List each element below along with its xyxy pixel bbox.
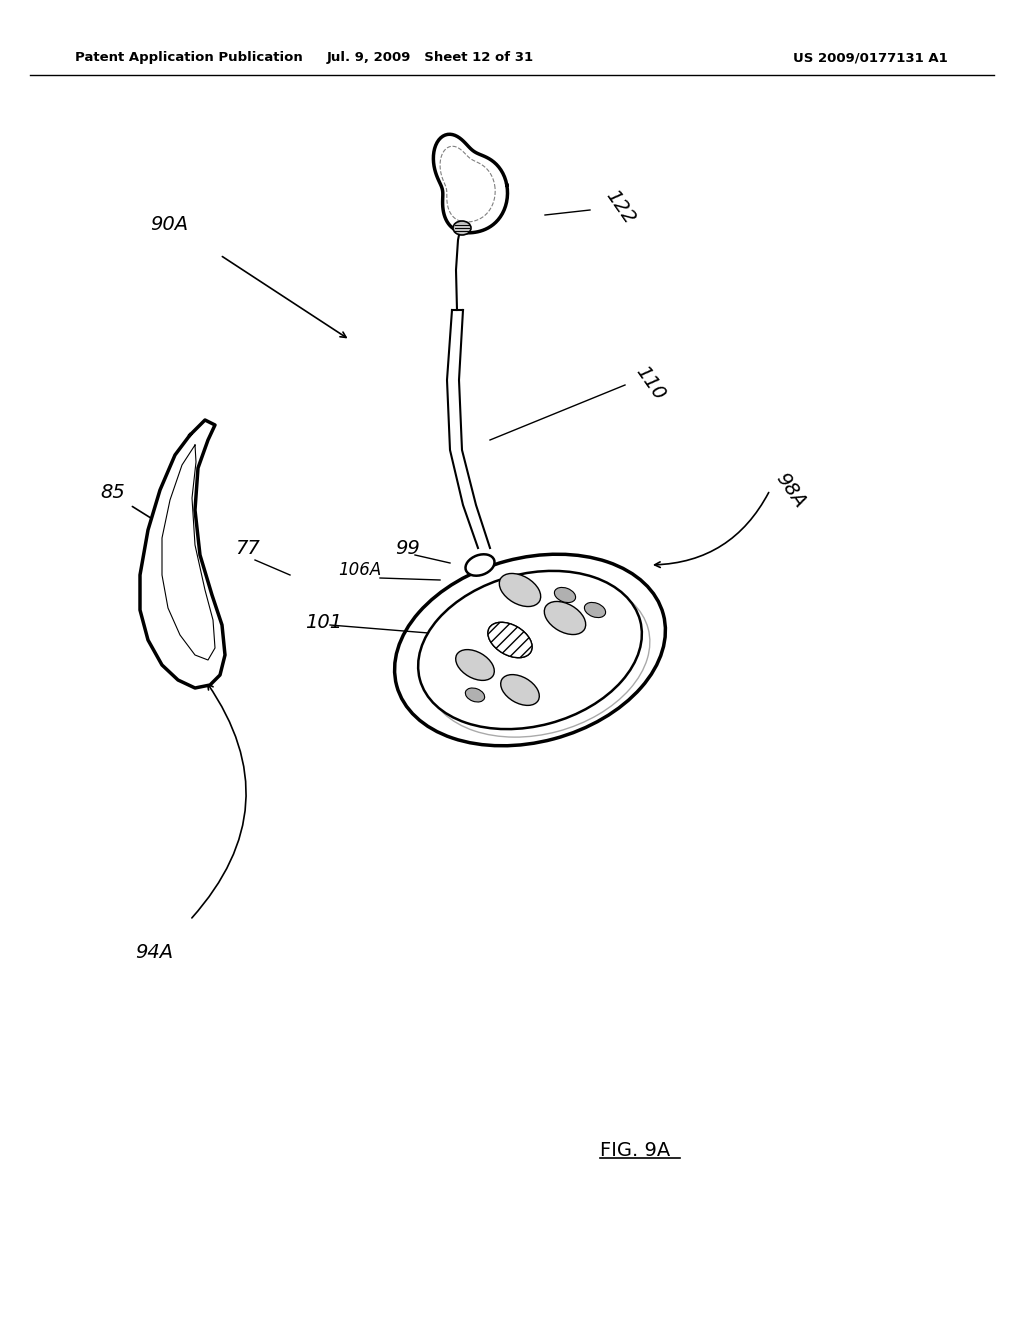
Text: 90A: 90A bbox=[150, 215, 188, 235]
Text: 122: 122 bbox=[602, 186, 639, 228]
Ellipse shape bbox=[466, 554, 495, 576]
Text: 103: 103 bbox=[580, 652, 617, 672]
Ellipse shape bbox=[453, 220, 471, 235]
Ellipse shape bbox=[500, 573, 541, 606]
Text: 94A: 94A bbox=[135, 942, 173, 961]
Ellipse shape bbox=[501, 675, 540, 705]
Text: 101: 101 bbox=[305, 612, 342, 631]
Text: 110: 110 bbox=[632, 363, 669, 404]
Text: FIG. 9A: FIG. 9A bbox=[600, 1140, 671, 1159]
Ellipse shape bbox=[465, 688, 484, 702]
Ellipse shape bbox=[487, 622, 532, 657]
Text: 99: 99 bbox=[395, 539, 420, 557]
Ellipse shape bbox=[456, 649, 495, 680]
Ellipse shape bbox=[487, 622, 532, 657]
Ellipse shape bbox=[554, 587, 575, 602]
Text: 98A: 98A bbox=[772, 470, 810, 512]
Text: 106A: 106A bbox=[338, 561, 381, 579]
Ellipse shape bbox=[585, 602, 605, 618]
Text: Patent Application Publication: Patent Application Publication bbox=[75, 51, 303, 65]
Polygon shape bbox=[140, 420, 225, 688]
Text: 77: 77 bbox=[234, 539, 260, 557]
Text: US 2009/0177131 A1: US 2009/0177131 A1 bbox=[793, 51, 947, 65]
Ellipse shape bbox=[545, 602, 586, 635]
Text: 85: 85 bbox=[100, 483, 125, 502]
Text: Jul. 9, 2009   Sheet 12 of 31: Jul. 9, 2009 Sheet 12 of 31 bbox=[327, 51, 534, 65]
Polygon shape bbox=[433, 135, 508, 232]
Ellipse shape bbox=[418, 570, 642, 729]
